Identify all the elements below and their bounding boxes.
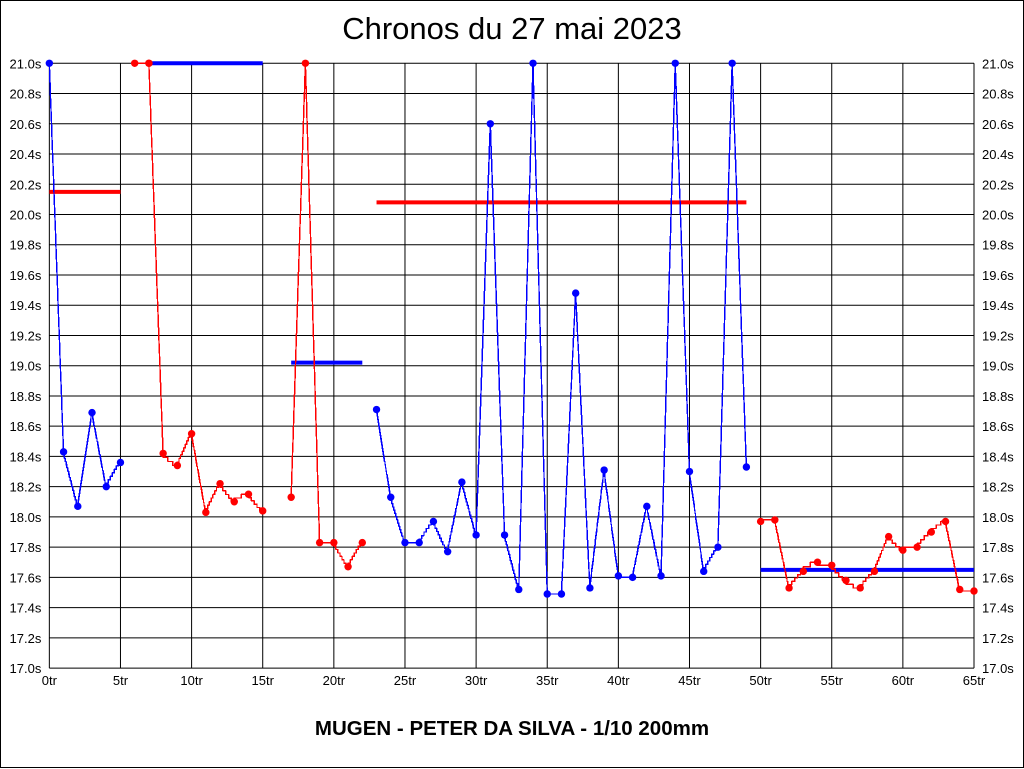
svg-text:19.6s: 19.6s <box>982 268 1014 283</box>
svg-text:20.2s: 20.2s <box>982 177 1014 192</box>
svg-text:19.0s: 19.0s <box>10 359 42 374</box>
svg-text:45tr: 45tr <box>678 673 701 688</box>
svg-text:17.2s: 17.2s <box>982 631 1014 646</box>
svg-text:60tr: 60tr <box>892 673 915 688</box>
svg-text:40tr: 40tr <box>607 673 630 688</box>
svg-text:19.8s: 19.8s <box>10 238 42 253</box>
svg-text:18.4s: 18.4s <box>982 449 1014 464</box>
svg-text:17.6s: 17.6s <box>982 570 1014 585</box>
svg-text:20.8s: 20.8s <box>982 87 1014 102</box>
svg-text:17.8s: 17.8s <box>982 540 1014 555</box>
svg-text:19.4s: 19.4s <box>982 298 1014 313</box>
svg-text:18.6s: 18.6s <box>10 419 42 434</box>
svg-text:19.8s: 19.8s <box>982 238 1014 253</box>
svg-text:17.0s: 17.0s <box>982 661 1014 676</box>
svg-text:17.4s: 17.4s <box>982 601 1014 616</box>
svg-text:15tr: 15tr <box>252 673 275 688</box>
svg-text:19.2s: 19.2s <box>982 328 1014 343</box>
svg-text:5tr: 5tr <box>113 673 129 688</box>
svg-text:30tr: 30tr <box>465 673 488 688</box>
svg-text:18.2s: 18.2s <box>982 480 1014 495</box>
svg-text:18.0s: 18.0s <box>982 510 1014 525</box>
svg-text:17.0s: 17.0s <box>10 661 42 676</box>
svg-text:55tr: 55tr <box>821 673 844 688</box>
svg-text:20.0s: 20.0s <box>982 208 1014 223</box>
svg-text:20.0s: 20.0s <box>10 208 42 223</box>
svg-text:18.0s: 18.0s <box>10 510 42 525</box>
svg-text:18.2s: 18.2s <box>10 480 42 495</box>
svg-text:17.4s: 17.4s <box>10 601 42 616</box>
svg-text:18.8s: 18.8s <box>982 389 1014 404</box>
svg-text:17.2s: 17.2s <box>10 631 42 646</box>
svg-text:18.6s: 18.6s <box>982 419 1014 434</box>
svg-text:20.4s: 20.4s <box>982 147 1014 162</box>
svg-text:25tr: 25tr <box>394 673 417 688</box>
svg-text:21.0s: 21.0s <box>10 56 42 71</box>
svg-text:20.6s: 20.6s <box>982 117 1014 132</box>
svg-text:20.4s: 20.4s <box>10 147 42 162</box>
svg-text:19.2s: 19.2s <box>10 328 42 343</box>
svg-text:17.6s: 17.6s <box>10 570 42 585</box>
svg-text:20.2s: 20.2s <box>10 177 42 192</box>
svg-text:35tr: 35tr <box>536 673 559 688</box>
svg-text:20tr: 20tr <box>323 673 346 688</box>
svg-text:50tr: 50tr <box>749 673 772 688</box>
svg-text:10tr: 10tr <box>180 673 203 688</box>
svg-text:17.8s: 17.8s <box>10 540 42 555</box>
svg-text:0tr: 0tr <box>42 673 58 688</box>
svg-text:19.4s: 19.4s <box>10 298 42 313</box>
svg-text:18.8s: 18.8s <box>10 389 42 404</box>
svg-text:20.6s: 20.6s <box>10 117 42 132</box>
svg-text:20.8s: 20.8s <box>10 87 42 102</box>
svg-text:21.0s: 21.0s <box>982 56 1014 71</box>
svg-text:19.0s: 19.0s <box>982 359 1014 374</box>
svg-text:19.6s: 19.6s <box>10 268 42 283</box>
svg-text:18.4s: 18.4s <box>10 449 42 464</box>
